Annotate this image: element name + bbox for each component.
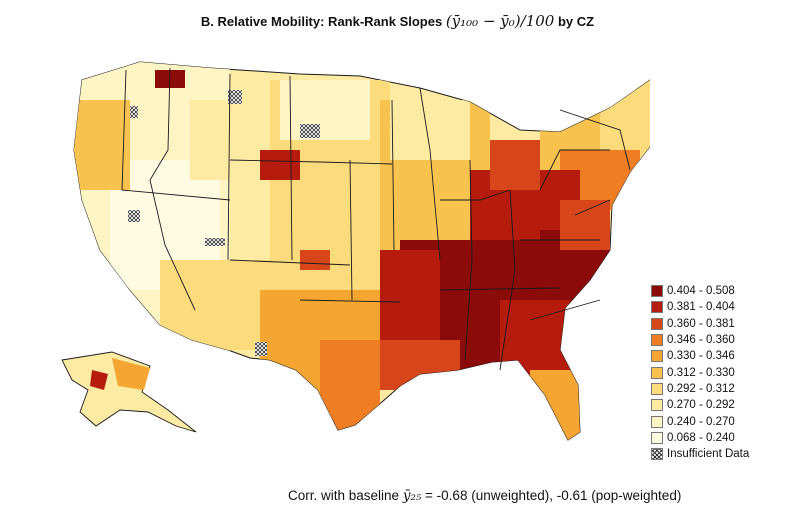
map-legend: 0.404 - 0.508 0.381 - 0.404 0.360 - 0.38… <box>651 283 749 462</box>
legend-label: 0.312 - 0.330 <box>667 366 735 379</box>
legend-item: 0.346 - 0.360 <box>651 332 749 348</box>
region-florida <box>530 370 590 440</box>
region-dakota-red <box>260 150 300 180</box>
correlation-note: Corr. with baseline ȳ₂₅ = -0.68 (unweigh… <box>288 488 681 504</box>
region-southwest <box>160 260 270 350</box>
insufficient-patch <box>130 106 138 118</box>
insufficient-patch <box>205 238 225 246</box>
region-arkansas <box>380 250 440 340</box>
title-formula: (ȳ₁₀₀ − ȳ₀)/100 <box>445 12 555 30</box>
footer-symbol: ȳ₂₅ <box>402 488 422 504</box>
legend-item: 0.068 - 0.240 <box>651 430 749 446</box>
legend-swatch <box>651 317 663 330</box>
legend-label: 0.346 - 0.360 <box>667 334 735 347</box>
legend-swatch <box>651 285 663 298</box>
legend-label: 0.404 - 0.508 <box>667 285 735 298</box>
region-new-england <box>600 80 650 160</box>
legend-label: 0.292 - 0.312 <box>667 382 735 395</box>
region-south-texas <box>320 340 380 430</box>
map-title: B. Relative Mobility: Rank-Rank Slopes (… <box>0 12 795 30</box>
region-dakotas <box>280 80 370 140</box>
legend-label: 0.270 - 0.292 <box>667 399 735 412</box>
legend-swatch <box>651 431 663 444</box>
legend-item: 0.360 - 0.381 <box>651 316 749 332</box>
footer-suffix: = -0.68 (unweighted), -0.61 (pop-weighte… <box>425 488 682 503</box>
legend-label: Insufficient Data <box>667 448 750 461</box>
title-suffix: by CZ <box>557 14 595 29</box>
region-pacific-nw <box>74 100 130 190</box>
legend-item: 0.381 - 0.404 <box>651 299 749 315</box>
region-kansas-dark <box>300 250 330 270</box>
insufficient-patch <box>128 210 140 222</box>
legend-item: 0.312 - 0.330 <box>651 364 749 380</box>
legend-label: 0.381 - 0.404 <box>667 301 735 314</box>
title-prefix: B. Relative Mobility: Rank-Rank Slopes <box>200 14 443 29</box>
insufficient-patch <box>300 124 320 138</box>
region-michigan <box>490 140 540 190</box>
commuting-zone-regions <box>74 62 650 440</box>
legend-item: 0.404 - 0.508 <box>651 283 749 299</box>
insufficient-patch <box>228 90 242 104</box>
legend-label: 0.068 - 0.240 <box>667 431 735 444</box>
legend-label: 0.360 - 0.381 <box>667 317 735 330</box>
legend-label: 0.330 - 0.346 <box>667 350 735 363</box>
insufficient-patch <box>255 342 267 356</box>
state-boundaries <box>121 67 631 371</box>
footer-prefix: Corr. with baseline <box>288 488 400 503</box>
region-virginia <box>560 200 610 250</box>
us-choropleth-map <box>61 61 650 441</box>
legend-item: 0.240 - 0.270 <box>651 413 749 429</box>
legend-swatch <box>651 415 663 428</box>
legend-swatch <box>651 382 663 395</box>
alaska-inset <box>61 351 197 433</box>
legend-swatch-hatch <box>651 448 663 461</box>
legend-swatch <box>651 399 663 412</box>
legend-swatch <box>651 334 663 347</box>
legend-item: 0.292 - 0.312 <box>651 381 749 397</box>
legend-item: 0.330 - 0.346 <box>651 348 749 364</box>
legend-swatch <box>651 301 663 314</box>
legend-swatch <box>651 350 663 363</box>
region-gulf-coast <box>380 340 460 390</box>
legend-label: 0.240 - 0.270 <box>667 415 735 428</box>
legend-item-insufficient: Insufficient Data <box>651 446 749 462</box>
legend-item: 0.270 - 0.292 <box>651 397 749 413</box>
legend-swatch <box>651 366 663 379</box>
